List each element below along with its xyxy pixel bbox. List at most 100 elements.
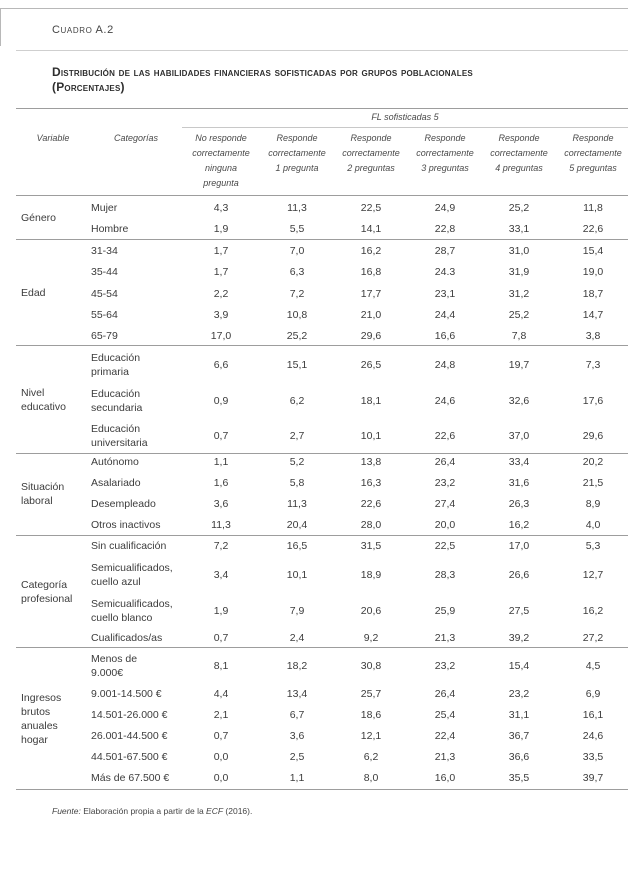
table-cell: 39,2 [508, 632, 530, 644]
row-category: Semicualificados, cuello blanco [91, 598, 173, 624]
table-cell: 39,7 [582, 772, 604, 784]
table-cell: 11,3 [287, 498, 307, 510]
table-cell: 20,2 [582, 456, 604, 468]
left-border [0, 8, 1, 46]
table-cell: 15,1 [286, 359, 308, 371]
table-cell: 11,3 [287, 202, 307, 214]
group-label: Situación laboral [21, 481, 65, 507]
table-cell: 7,2 [213, 540, 229, 552]
table-cell: 26,4 [434, 688, 456, 700]
table-cell: 7,3 [585, 359, 601, 371]
table-cell: 16,1 [582, 709, 604, 721]
table-top-rule [16, 108, 628, 109]
row-category: Semicualificados, cuello azul [91, 562, 173, 588]
table-cell: 1,7 [213, 245, 229, 257]
table-cell: 18,6 [360, 709, 382, 721]
header-col-3: Responde correctamente 2 preguntas [342, 133, 400, 173]
row-category: Cualificados/as [91, 632, 163, 644]
group-label: Categoría profesional [21, 579, 73, 605]
table-label: Cuadro A.2 [52, 24, 114, 36]
table-cell: 10,1 [286, 569, 308, 581]
table-cell: 17,0 [210, 330, 232, 342]
row-category: Desempleado [91, 498, 156, 510]
table-cell: 18,1 [360, 395, 382, 407]
table-cell: 22,6 [360, 498, 382, 510]
table-cell: 22,5 [360, 202, 382, 214]
table-cell: 24,4 [434, 309, 456, 321]
top-border [0, 8, 628, 9]
group-separator [16, 647, 628, 648]
source-text-2: (2016). [223, 806, 253, 816]
table-cell: 17,0 [508, 540, 530, 552]
table-cell: 30,8 [360, 660, 382, 672]
table-cell: 0,7 [213, 730, 229, 742]
table-cell: 20,6 [360, 605, 382, 617]
row-category: Hombre [91, 223, 129, 235]
table-cell: 6,2 [289, 395, 305, 407]
row-category: Educación universitaria [91, 423, 148, 449]
table-cell: 24,9 [434, 202, 456, 214]
table-cell: 3,4 [213, 569, 229, 581]
group-label: Nivel educativo [21, 387, 66, 413]
table-cell: 33,4 [508, 456, 530, 468]
row-category: 65-79 [91, 330, 118, 342]
table-cell: 28,3 [434, 569, 456, 581]
table-cell: 3,9 [213, 309, 229, 321]
table-cell: 9,2 [363, 632, 379, 644]
table-cell: 13,4 [286, 688, 308, 700]
table-cell: 26,6 [508, 569, 530, 581]
table-cell: 29,6 [582, 430, 604, 442]
group-separator [16, 345, 628, 346]
table-cell: 18,7 [582, 288, 604, 300]
table-cell: 22,6 [434, 430, 456, 442]
table-cell: 16,2 [582, 605, 604, 617]
table-cell: 27,4 [434, 498, 456, 510]
header-bottom-rule [16, 195, 628, 196]
table-cell: 28,0 [360, 519, 382, 531]
table-cell: 5,2 [289, 456, 305, 468]
row-category: Educación primaria [91, 352, 141, 378]
table-cell: 24,6 [434, 395, 456, 407]
row-category: Asalariado [91, 477, 141, 489]
table-cell: 36,6 [508, 751, 530, 763]
supheader-rule [182, 127, 628, 128]
table-cell: 3,8 [585, 330, 601, 342]
table-cell: 25,2 [508, 309, 530, 321]
row-category: 55-64 [91, 309, 118, 321]
table-cell: 27,5 [508, 605, 530, 617]
header-categorias: Categorías [113, 133, 159, 143]
table-cell: 7,9 [289, 605, 305, 617]
table-cell: 25,4 [434, 709, 456, 721]
table-cell: 24,6 [582, 730, 604, 742]
table-cell: 0,7 [213, 430, 229, 442]
table-cell: 1,1 [213, 456, 229, 468]
table-cell: 19,7 [508, 359, 530, 371]
table-cell: 2,5 [289, 751, 305, 763]
group-separator [16, 789, 628, 790]
table-cell: 3,6 [213, 498, 229, 510]
row-category: 44.501-67.500 € [91, 751, 168, 763]
table-cell: 16,2 [508, 519, 530, 531]
table-cell: 6,2 [363, 751, 379, 763]
table-cell: 0,0 [213, 772, 229, 784]
row-category: Mujer [91, 202, 118, 214]
title-line-1: Distribución de las habilidades financie… [52, 65, 473, 79]
table-cell: 22,5 [434, 540, 456, 552]
table-cell: 5,5 [289, 223, 305, 235]
table-cell: 10,8 [286, 309, 308, 321]
table-cell: 8,0 [363, 772, 379, 784]
table-cell: 25,9 [434, 605, 456, 617]
table-cell: 2,7 [289, 430, 305, 442]
title-line-2: (Porcentajes) [52, 80, 125, 94]
table-cell: 7,8 [511, 330, 527, 342]
row-category: 9.001-14.500 € [91, 688, 162, 700]
table-cell: 23,2 [434, 477, 456, 489]
table-cell: 1,7 [213, 266, 229, 278]
table-cell: 23,2 [508, 688, 530, 700]
table-cell: 13,8 [360, 456, 382, 468]
table-cell: 23,1 [434, 288, 456, 300]
header-col-5: Responde correctamente 4 preguntas [490, 133, 548, 173]
table-cell: 31,9 [508, 266, 530, 278]
table-cell: 22,8 [434, 223, 456, 235]
group-label: Género [21, 212, 57, 224]
